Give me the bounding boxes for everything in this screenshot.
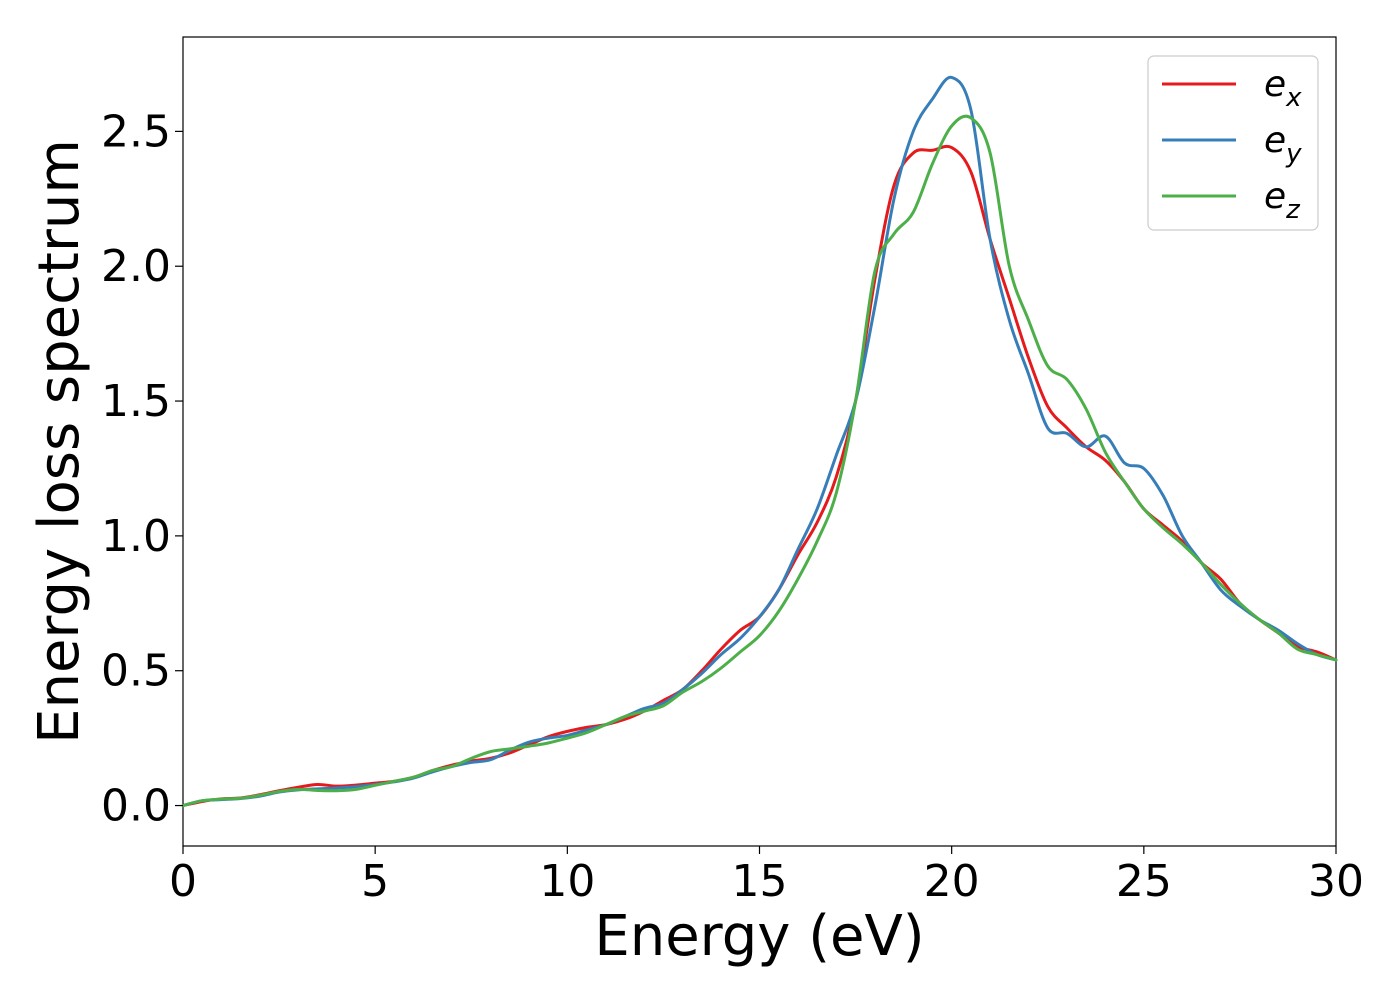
plot-area — [181, 36, 1338, 847]
x-axis-label: Energy (eV) — [594, 904, 924, 969]
x-tick-label: 0 — [169, 856, 197, 907]
y-tick-label: 2.5 — [101, 106, 171, 157]
x-tick-label: 15 — [732, 856, 788, 907]
series-layer — [181, 75, 1338, 808]
y-tick-label: 0.5 — [101, 646, 171, 697]
y-tick-label: 1.5 — [101, 376, 171, 427]
y-tick-label: 2.0 — [101, 241, 171, 292]
series-line-z — [181, 114, 1338, 808]
legend-box — [1147, 55, 1319, 231]
x-tick-label: 5 — [361, 856, 389, 907]
legend: ex ey ez — [1147, 55, 1319, 231]
x-axis-ticks: 0 5 10 15 20 25 30 — [169, 846, 1364, 907]
x-tick-label: 20 — [924, 856, 980, 907]
legend-label-y: ey — [1264, 120, 1302, 169]
y-axis-label: Energy loss spectrum — [27, 139, 92, 744]
legend-items: ex ey ez — [1162, 64, 1302, 225]
y-tick-label: 1.0 — [101, 511, 171, 562]
y-axis-ticks: 0.0 0.5 1.0 1.5 2.0 2.5 — [101, 106, 183, 832]
legend-label-z: ez — [1264, 176, 1301, 225]
y-tick-label: 0.0 — [101, 781, 171, 832]
x-tick-label: 10 — [539, 856, 595, 907]
x-tick-label: 25 — [1116, 856, 1172, 907]
x-tick-label: 30 — [1308, 856, 1364, 907]
legend-label-x: ex — [1264, 64, 1302, 113]
